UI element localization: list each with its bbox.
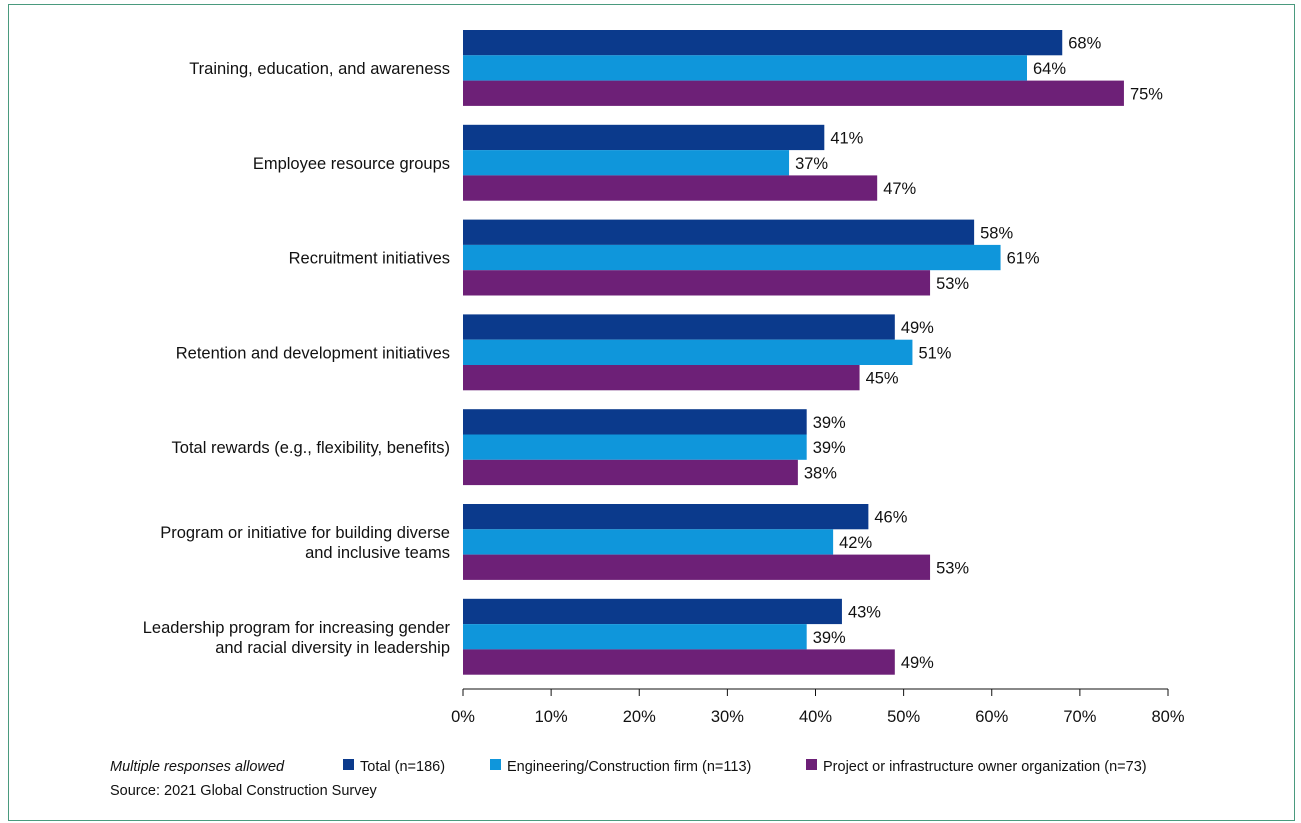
legend-swatch: [490, 759, 501, 770]
legend-label: Project or infrastructure owner organiza…: [823, 759, 1147, 775]
bar: [463, 55, 1027, 81]
legend-label: Total (n=186): [360, 759, 445, 775]
bar: [463, 365, 860, 391]
value-label: 58%: [980, 224, 1013, 242]
value-label: 39%: [813, 439, 846, 457]
legend: Multiple responses allowed Total (n=186)…: [110, 759, 1147, 775]
value-label: 75%: [1130, 85, 1163, 103]
multiple-responses-note: Multiple responses allowed: [110, 759, 285, 775]
bar: [463, 339, 913, 365]
x-tick-label: 30%: [711, 708, 744, 726]
value-label: 53%: [936, 275, 969, 293]
category-label: Leadership program for increasing gender…: [143, 619, 451, 657]
value-label: 39%: [813, 629, 846, 647]
bar: [463, 175, 878, 201]
bar: [463, 270, 931, 296]
bar: [463, 504, 869, 530]
bar: [463, 80, 1124, 106]
value-label: 51%: [918, 344, 951, 362]
bar: [463, 409, 807, 435]
category-label: Retention and development initiatives: [176, 344, 450, 362]
bar: [463, 529, 834, 555]
x-tick-label: 10%: [535, 708, 568, 726]
legend-swatch: [806, 759, 817, 770]
legend-label: Engineering/Construction firm (n=113): [507, 759, 751, 775]
value-label: 64%: [1033, 60, 1066, 78]
bar: [463, 30, 1063, 56]
category-label: Employee resource groups: [253, 155, 450, 173]
value-label: 41%: [830, 129, 863, 147]
bars-layer: 68%64% 75% 41%37% 47% 58% 61% 53% 49% 51% 45% 39% 3…: [463, 30, 1163, 675]
bar: [463, 150, 790, 176]
x-tick-label: 40%: [799, 708, 832, 726]
bar: [463, 219, 975, 245]
value-label: 61%: [1007, 250, 1040, 268]
value-label: 38%: [804, 464, 837, 482]
x-tick-label: 0%: [451, 708, 475, 726]
value-label: 47%: [883, 180, 916, 198]
x-tick-label: 50%: [887, 708, 920, 726]
bar: [463, 624, 807, 650]
bar: [463, 434, 807, 460]
x-tick-label: 70%: [1063, 708, 1096, 726]
value-label: 42%: [839, 534, 872, 552]
source-note: Source: 2021 Global Construction Survey: [110, 783, 378, 799]
bar: [463, 598, 842, 625]
x-axis: 0% 10% 20% 30% 40% 50% 60% 70% 80%: [451, 688, 1185, 726]
category-label: Program or initiative for building diver…: [160, 524, 450, 562]
category-label: Recruitment initiatives: [289, 250, 450, 268]
value-label: 45%: [866, 370, 899, 388]
value-label: 49%: [901, 654, 934, 672]
legend-swatch: [343, 759, 354, 770]
category-label: Total rewards (e.g., flexibility, benefi…: [172, 439, 450, 457]
bar: [463, 314, 895, 340]
bar: [463, 649, 895, 675]
value-label: 53%: [936, 559, 969, 577]
category-labels: Training, education, and awareness Employ…: [143, 60, 451, 657]
x-tick-label: 60%: [975, 708, 1008, 726]
value-label: 46%: [874, 509, 907, 527]
bar: [463, 459, 798, 486]
bar: [463, 244, 1001, 271]
value-label: 37%: [795, 155, 828, 173]
bar: [463, 554, 931, 580]
value-label: 68%: [1068, 35, 1101, 53]
value-label: 43%: [848, 603, 881, 621]
category-label: Training, education, and awareness: [189, 60, 450, 78]
x-tick-label: 20%: [623, 708, 656, 726]
x-tick-label: 80%: [1151, 708, 1184, 726]
bar: [463, 124, 825, 151]
value-label: 39%: [813, 414, 846, 432]
value-label: 49%: [901, 319, 934, 337]
